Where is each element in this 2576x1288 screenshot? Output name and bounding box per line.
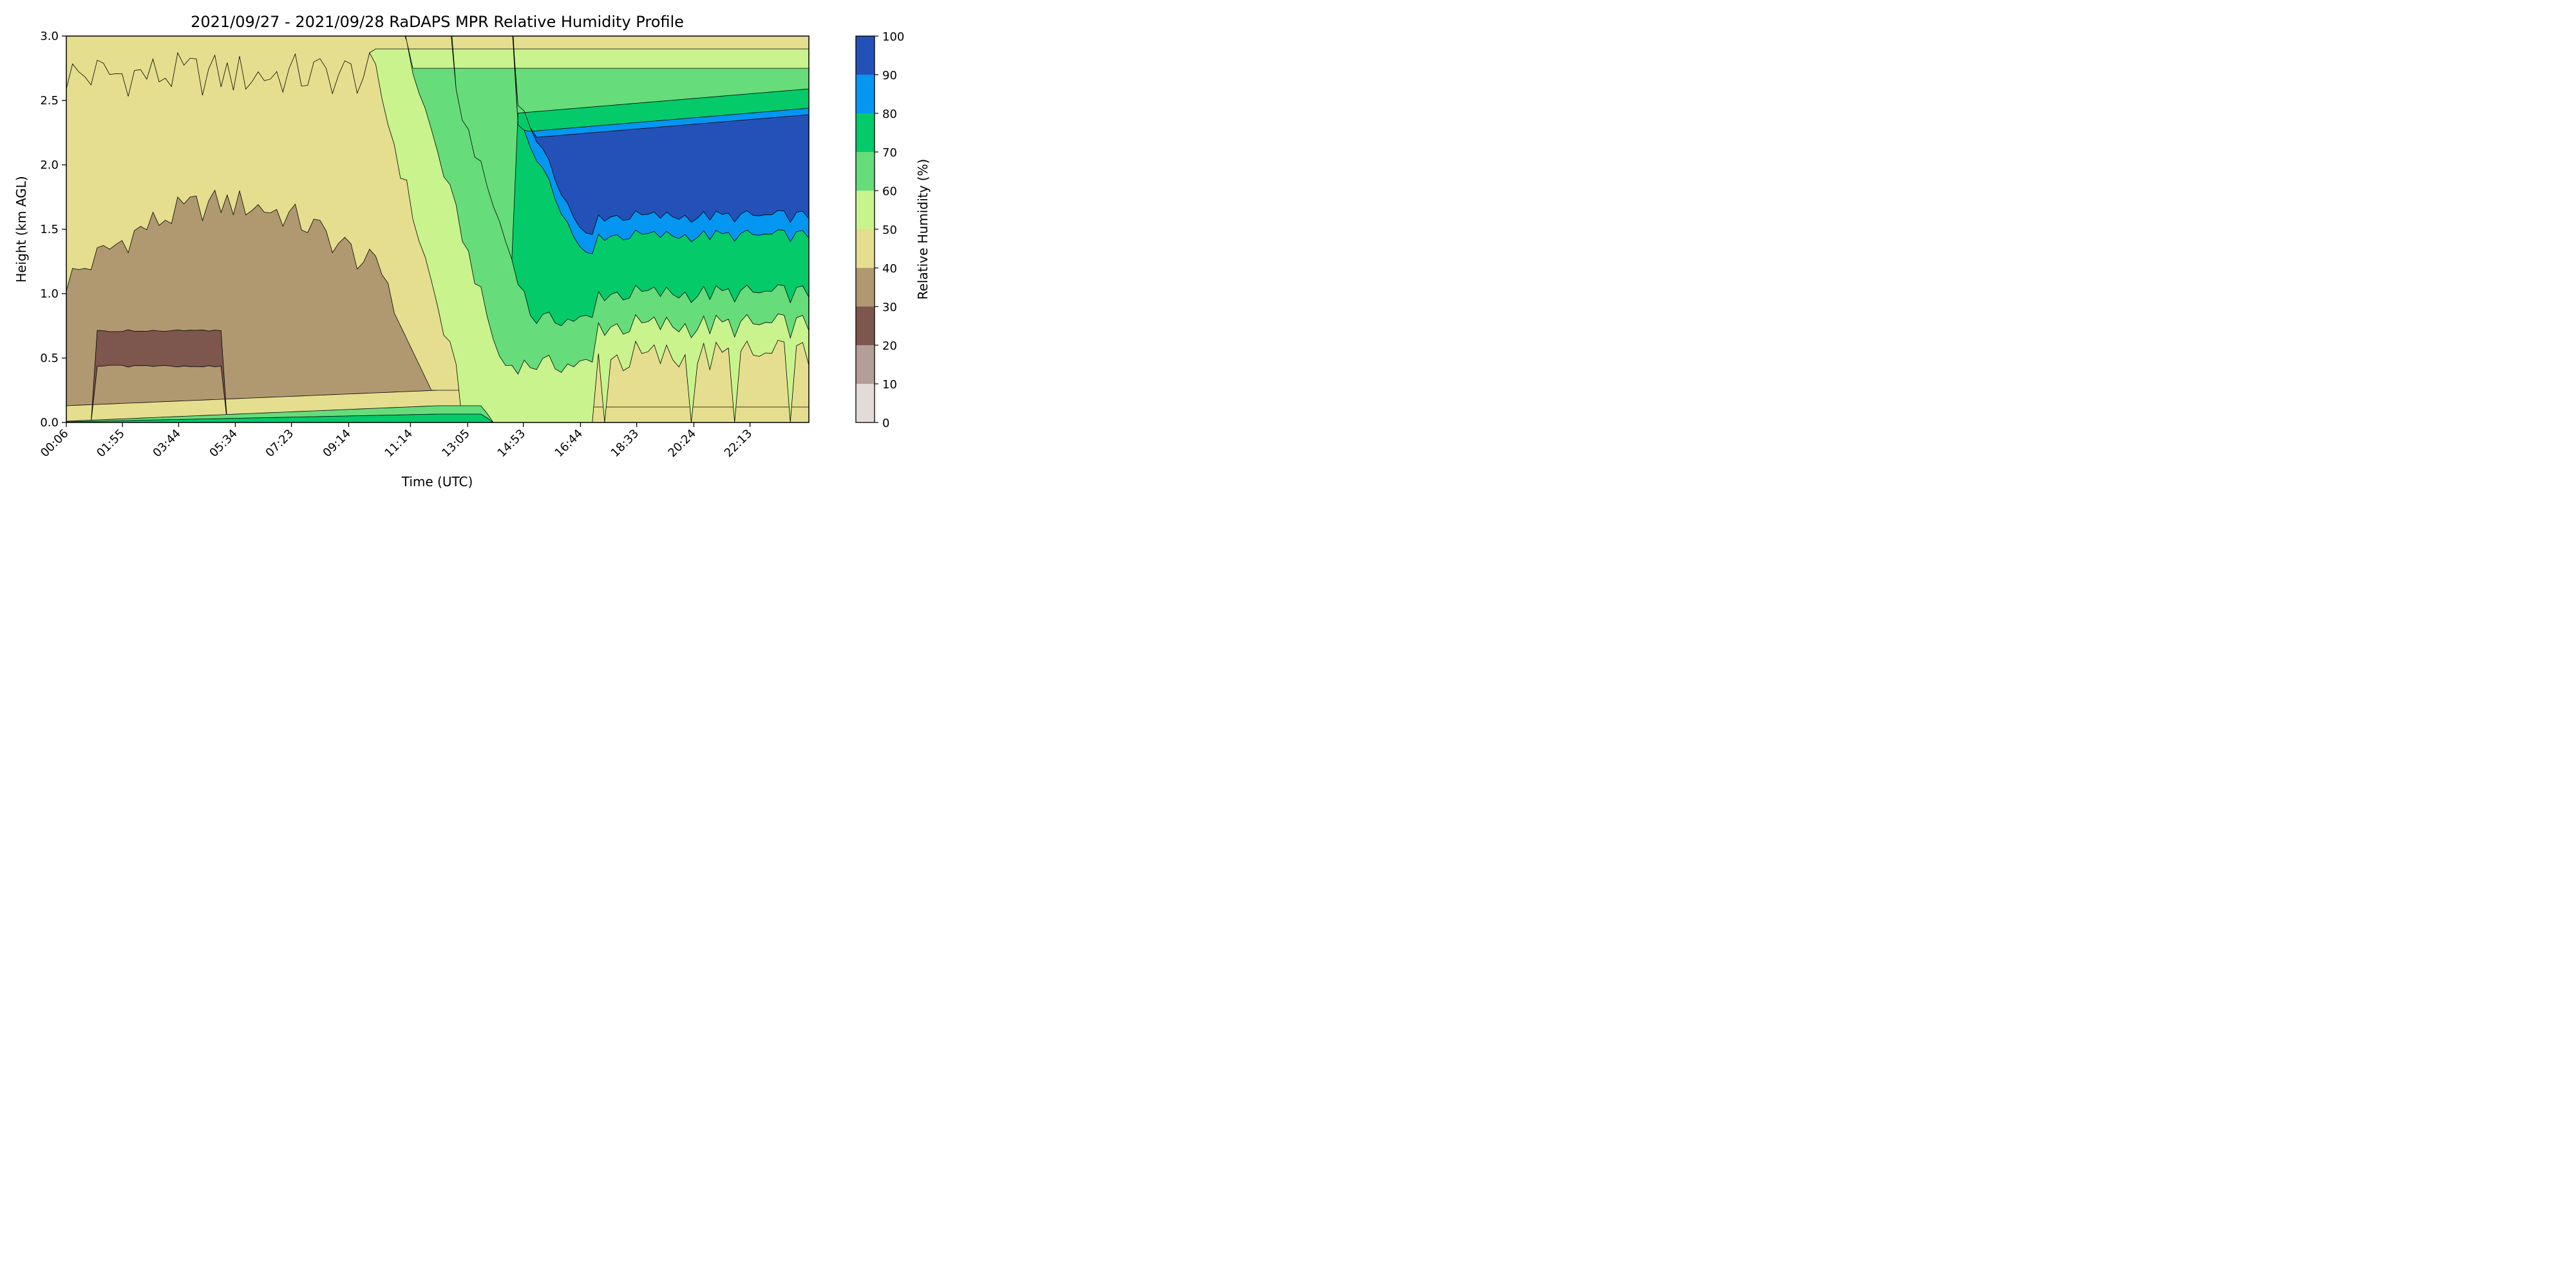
x-tick-label: 07:23: [263, 427, 297, 460]
chart-svg: 2021/09/27 - 2021/09/28 RaDAPS MPR Relat…: [14, 13, 931, 489]
plot-area: [66, 36, 809, 422]
colorbar-segment: [856, 113, 875, 152]
colorbar-segment: [856, 36, 875, 75]
colorbar-tick-label: 0: [882, 417, 889, 430]
x-tick-label: 00:06: [38, 427, 71, 460]
x-tick-label: 05:34: [207, 427, 240, 460]
y-tick-label: 2.5: [40, 94, 59, 108]
y-axis: 0.0 0.5 1.0 1.5 2.0 2.5 3.0: [40, 30, 66, 430]
x-tick-label: 13:05: [439, 427, 473, 460]
x-tick-label: 11:14: [382, 427, 415, 460]
colorbar-tick-label: 40: [882, 262, 897, 276]
colorbar-segment: [856, 75, 875, 113]
colorbar-tick-label: 60: [882, 185, 897, 198]
colorbar-segment: [856, 384, 875, 422]
y-tick-label: 1.0: [40, 287, 59, 301]
colorbar-segment: [856, 268, 875, 307]
x-axis: 00:06 01:55 03:44 05:34 07:23 09:14 11:14 13:05…: [38, 422, 755, 460]
rh-band-surface-70-80: [66, 413, 809, 422]
rh-band-20-30: [66, 329, 809, 422]
chart-title: 2021/09/27 - 2021/09/28 RaDAPS MPR Relat…: [191, 13, 684, 31]
colorbar-tick-label: 90: [882, 69, 897, 82]
colorbar-segment: [856, 307, 875, 345]
colorbar-segment: [856, 229, 875, 268]
chart-figure: 2021/09/27 - 2021/09/28 RaDAPS MPR Relat…: [0, 0, 996, 498]
rh-band-90-100: [512, 36, 809, 235]
colorbar-tick-label: 20: [882, 339, 897, 353]
colorbar-label: Relative Humidity (%): [915, 159, 931, 300]
x-axis-label: Time (UTC): [401, 474, 473, 489]
x-tick-label: 18:33: [609, 427, 642, 460]
colorbar-tick-label: 100: [882, 30, 904, 44]
colorbar-segment: [856, 191, 875, 229]
colorbar-tick-label: 80: [882, 108, 897, 121]
colorbar: 0 10 20 30 40 50 60 70 80 90 100: [855, 30, 904, 430]
x-tick-label: 01:55: [94, 427, 128, 460]
x-tick-label: 03:44: [150, 427, 184, 460]
colorbar-tick-label: 50: [882, 223, 897, 237]
colorbar-segment: [856, 152, 875, 191]
y-tick-label: 0.0: [40, 416, 59, 430]
colorbar-segment: [856, 345, 875, 384]
colorbar-tick-label: 70: [882, 146, 897, 160]
x-tick-label: 09:14: [320, 427, 354, 460]
y-tick-label: 3.0: [40, 30, 59, 43]
x-tick-label: 16:44: [552, 427, 585, 460]
y-tick-label: 2.0: [40, 158, 59, 172]
y-axis-label: Height (km AGL): [14, 176, 29, 282]
colorbar-tick-label: 10: [882, 378, 897, 392]
x-tick-label: 20:24: [665, 427, 699, 460]
x-tick-label: 22:13: [722, 427, 755, 460]
x-tick-label: 14:53: [495, 427, 529, 460]
y-tick-label: 0.5: [40, 352, 59, 365]
colorbar-tick-label: 30: [882, 301, 897, 314]
rh-band-30-40: [66, 189, 809, 408]
y-tick-label: 1.5: [40, 223, 59, 236]
